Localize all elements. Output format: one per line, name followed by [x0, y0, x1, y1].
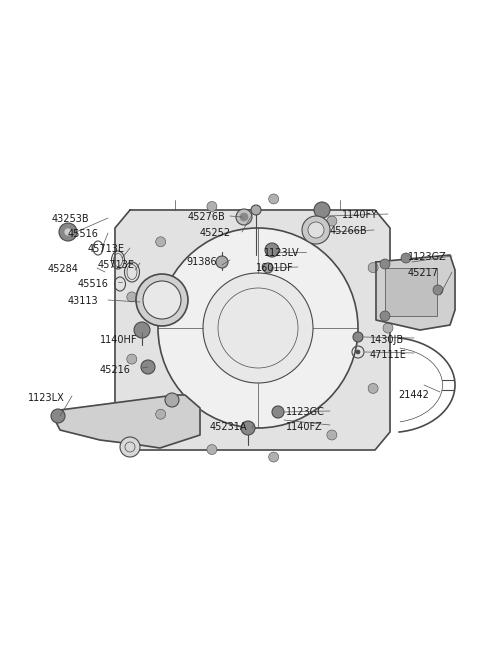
- Circle shape: [401, 253, 411, 263]
- Circle shape: [368, 263, 378, 272]
- Text: 1140FY: 1140FY: [342, 210, 378, 220]
- Circle shape: [141, 360, 155, 374]
- Circle shape: [383, 323, 393, 333]
- Circle shape: [356, 350, 360, 354]
- Circle shape: [269, 194, 279, 204]
- Text: 45713E: 45713E: [98, 260, 135, 270]
- Ellipse shape: [143, 281, 181, 319]
- Circle shape: [240, 213, 248, 221]
- Circle shape: [265, 243, 279, 257]
- Text: 1123LV: 1123LV: [264, 248, 300, 258]
- Circle shape: [327, 216, 337, 226]
- Polygon shape: [115, 210, 390, 450]
- Circle shape: [134, 322, 150, 338]
- Circle shape: [127, 354, 137, 364]
- Circle shape: [207, 445, 217, 455]
- Text: 45276B: 45276B: [188, 212, 226, 222]
- Circle shape: [64, 228, 72, 236]
- Circle shape: [314, 202, 330, 218]
- Text: 45713E: 45713E: [88, 244, 125, 254]
- Circle shape: [165, 393, 179, 407]
- Text: 47111E: 47111E: [370, 350, 407, 360]
- Circle shape: [302, 216, 330, 244]
- Ellipse shape: [158, 228, 358, 428]
- Circle shape: [156, 409, 166, 419]
- Text: 45516: 45516: [78, 279, 109, 289]
- Text: 1123LX: 1123LX: [28, 393, 65, 403]
- Circle shape: [368, 383, 378, 394]
- Text: 21442: 21442: [398, 390, 429, 400]
- Circle shape: [380, 259, 390, 269]
- Ellipse shape: [203, 273, 313, 383]
- Text: 45266B: 45266B: [330, 226, 368, 236]
- Text: 1140HF: 1140HF: [100, 335, 137, 345]
- Text: 45252: 45252: [200, 228, 231, 238]
- Circle shape: [156, 237, 166, 247]
- Text: 1140FZ: 1140FZ: [286, 422, 323, 432]
- Text: 45231A: 45231A: [210, 422, 248, 432]
- Text: 45516: 45516: [68, 229, 99, 239]
- Circle shape: [127, 292, 137, 302]
- Circle shape: [308, 222, 324, 238]
- Circle shape: [236, 209, 252, 225]
- Circle shape: [59, 223, 77, 241]
- Circle shape: [216, 256, 228, 268]
- Circle shape: [120, 437, 140, 457]
- Text: 45284: 45284: [48, 264, 79, 274]
- Polygon shape: [376, 255, 455, 330]
- Text: 1123GC: 1123GC: [286, 407, 325, 417]
- Circle shape: [433, 285, 443, 295]
- Ellipse shape: [136, 274, 188, 326]
- Text: 43113: 43113: [68, 296, 98, 306]
- Circle shape: [51, 409, 65, 423]
- Text: 43253B: 43253B: [52, 214, 90, 224]
- Text: 45217: 45217: [408, 268, 439, 278]
- Text: 1601DF: 1601DF: [256, 263, 294, 273]
- Circle shape: [272, 406, 284, 418]
- Circle shape: [380, 311, 390, 321]
- Text: 1123GZ: 1123GZ: [408, 252, 447, 262]
- Circle shape: [241, 421, 255, 435]
- Text: 91386: 91386: [186, 257, 216, 267]
- Text: 1430JB: 1430JB: [370, 335, 404, 345]
- Text: 45216: 45216: [100, 365, 131, 375]
- Circle shape: [327, 430, 337, 440]
- Polygon shape: [55, 395, 200, 448]
- Circle shape: [251, 205, 261, 215]
- Bar: [385, 268, 437, 316]
- Circle shape: [353, 332, 363, 342]
- Circle shape: [269, 452, 279, 462]
- Circle shape: [263, 263, 273, 273]
- Circle shape: [207, 202, 217, 212]
